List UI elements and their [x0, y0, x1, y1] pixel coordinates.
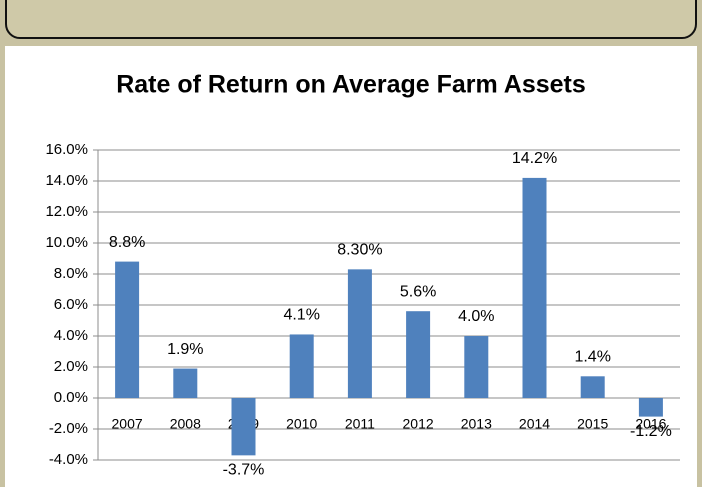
- value-label: -1.2%: [630, 423, 672, 440]
- bar: [173, 368, 198, 398]
- value-label: 8.8%: [109, 234, 145, 251]
- y-tick-label: 14.0%: [45, 172, 88, 189]
- header-box: [5, 0, 697, 39]
- value-label: 8.30%: [337, 242, 382, 259]
- y-tick-label: -4.0%: [49, 451, 88, 468]
- y-tick-label: 2.0%: [54, 358, 88, 375]
- x-tick-label: 2016: [635, 416, 666, 432]
- x-tick-label: 2007: [112, 416, 143, 432]
- x-tick-label: 2008: [170, 416, 201, 432]
- y-tick-label: -2.0%: [49, 420, 88, 437]
- x-tick-label: 2015: [577, 416, 608, 432]
- value-label: -3.7%: [223, 462, 265, 479]
- bar: [638, 398, 663, 417]
- bar: [464, 336, 489, 398]
- bar: [580, 376, 605, 398]
- value-label: 14.2%: [512, 150, 557, 167]
- bar: [115, 261, 140, 398]
- x-tick-label: 2012: [403, 416, 434, 432]
- value-label: 4.0%: [458, 308, 494, 325]
- bar: [406, 311, 431, 398]
- y-tick-label: 6.0%: [54, 296, 88, 313]
- value-label: 1.4%: [574, 349, 610, 366]
- value-label: 4.1%: [283, 307, 319, 324]
- y-tick-label: 10.0%: [45, 234, 88, 251]
- y-tick-label: 8.0%: [54, 265, 88, 282]
- x-tick-label: 2014: [519, 416, 550, 432]
- value-label: 1.9%: [167, 341, 203, 358]
- y-tick-label: 0.0%: [54, 389, 88, 406]
- y-tick-label: 12.0%: [45, 203, 88, 220]
- x-tick-label: 2011: [345, 416, 375, 432]
- bar: [289, 334, 314, 398]
- x-tick-label: 2010: [286, 416, 317, 432]
- bar: [347, 269, 372, 398]
- chart-title: Rate of Return on Average Farm Assets: [116, 71, 586, 99]
- value-label: 5.6%: [400, 283, 436, 300]
- bar: [231, 398, 256, 456]
- bar: [522, 177, 547, 398]
- y-tick-label: 16.0%: [45, 141, 88, 158]
- x-tick-label: 2013: [461, 416, 492, 432]
- y-tick-label: 4.0%: [54, 327, 88, 344]
